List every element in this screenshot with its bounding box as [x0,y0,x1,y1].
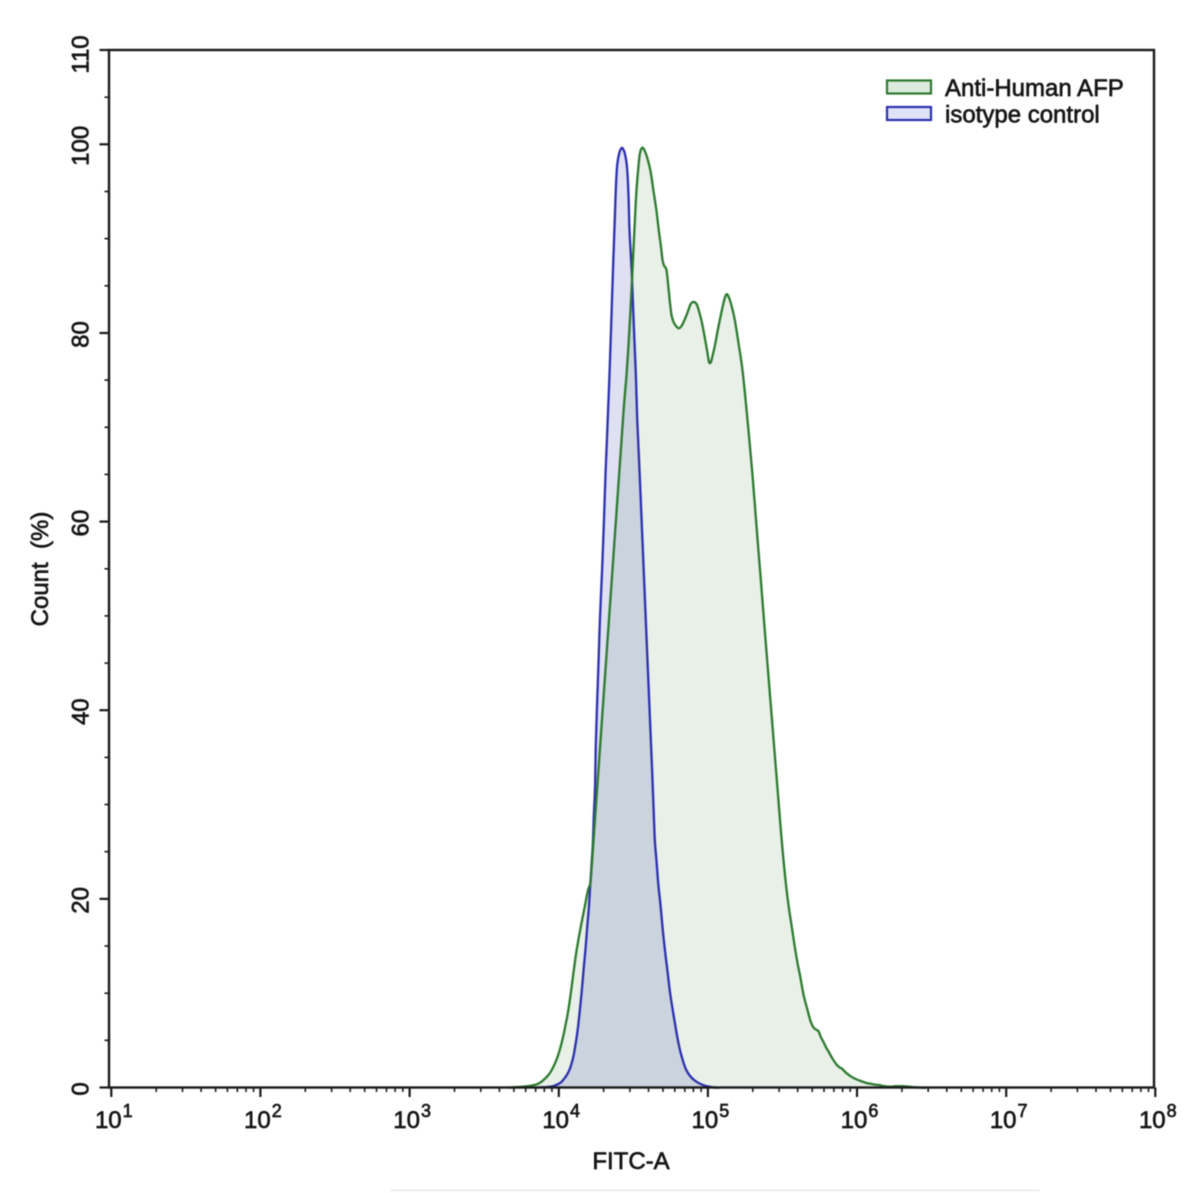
svg-text:106: 106 [841,1101,879,1134]
svg-text:101: 101 [95,1101,133,1134]
svg-text:80: 80 [68,321,95,348]
svg-text:Anti-Human AFP: Anti-Human AFP [945,75,1124,102]
svg-text:40: 40 [68,698,95,725]
svg-text:100: 100 [68,126,95,166]
svg-text:60: 60 [68,510,95,537]
svg-text:20: 20 [68,887,95,914]
svg-text:102: 102 [244,1101,282,1134]
svg-text:Count (%): Count (%) [27,512,54,627]
svg-text:105: 105 [692,1101,730,1134]
svg-text:107: 107 [990,1101,1028,1134]
svg-text:0: 0 [68,1082,95,1095]
svg-text:110: 110 [68,35,95,73]
svg-text:isotype control: isotype control [945,102,1100,129]
svg-text:FITC-A: FITC-A [592,1148,669,1175]
